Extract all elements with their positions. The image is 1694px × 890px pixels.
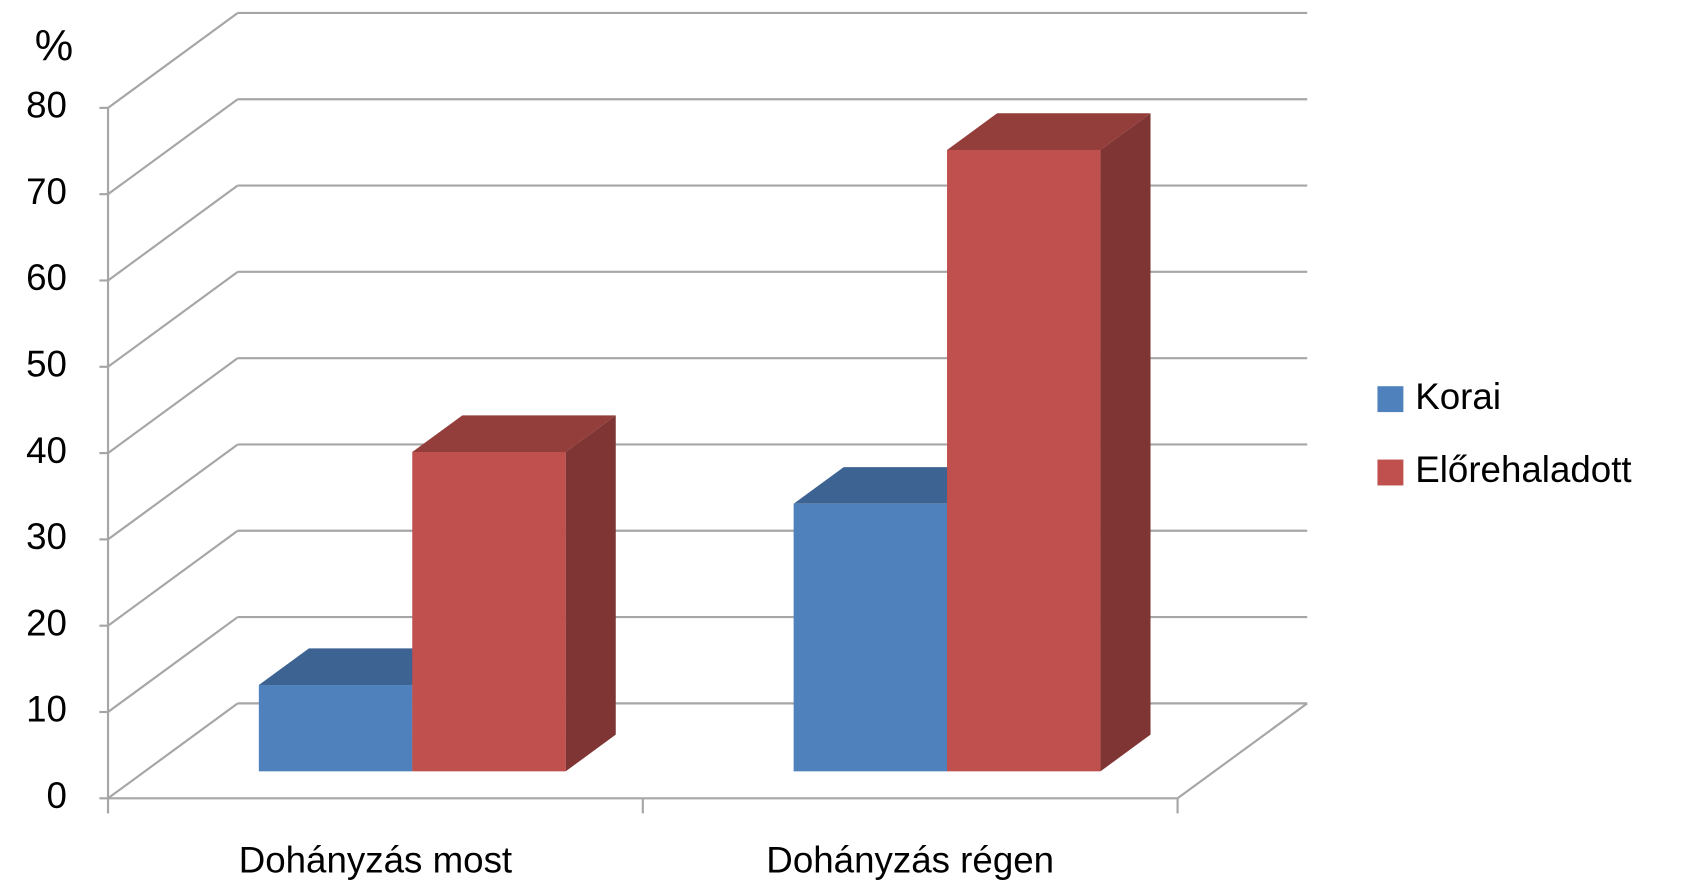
bar-top: [793, 467, 998, 504]
y-tick-label: 70: [26, 171, 67, 212]
x-tick-label: Dohányzás régen: [766, 840, 1054, 881]
grid-line: [107, 616, 239, 713]
grid-line: [107, 529, 239, 627]
legend-swatch: [1377, 386, 1404, 413]
y-tick-label: 60: [26, 257, 67, 298]
y-tick-label: 80: [26, 85, 67, 126]
grid-line: [107, 357, 239, 454]
grid-line: [107, 443, 239, 541]
floor-edge: [1176, 702, 1308, 800]
y-tick-label: 40: [26, 430, 67, 471]
bar: [258, 685, 413, 772]
x-tick-label: Dohányzás most: [239, 840, 512, 881]
bar-top: [412, 415, 616, 453]
y-tick-label: 30: [26, 516, 67, 557]
grid-line: [107, 270, 239, 368]
grid-line: [107, 98, 239, 196]
bar-side: [1100, 113, 1151, 772]
bar-side: [565, 415, 616, 772]
bar-top: [258, 648, 463, 686]
y-tick-label: 50: [26, 343, 67, 384]
bar: [793, 503, 948, 772]
grid-line: [107, 702, 239, 800]
grid-line: [107, 12, 239, 109]
grid-line: [107, 184, 239, 282]
bar: [412, 452, 566, 772]
bar-top: [947, 113, 1151, 150]
legend-swatch: [1377, 459, 1404, 486]
y-tick-label: 10: [26, 689, 67, 730]
bar: [947, 149, 1101, 772]
y-tick-label: 20: [26, 602, 67, 643]
y-axis-label: %: [35, 22, 73, 70]
legend-label: Előrehaladott: [1415, 449, 1631, 490]
legend-label: Korai: [1415, 376, 1501, 417]
y-tick-label: 0: [47, 775, 67, 816]
